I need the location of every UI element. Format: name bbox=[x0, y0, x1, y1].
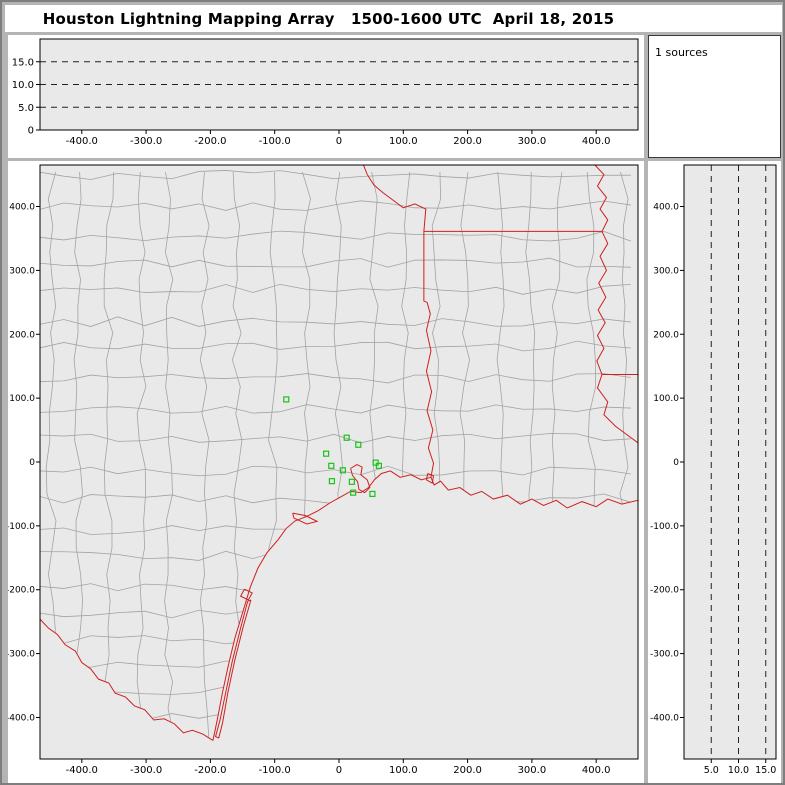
x-tick-label: -200.0 bbox=[194, 765, 226, 776]
y-tick-label: -400.0 bbox=[650, 713, 679, 723]
y-tick-label: -200.0 bbox=[650, 586, 679, 596]
sources-count-label: 1 sources bbox=[655, 46, 708, 59]
county-line bbox=[40, 373, 631, 384]
county-line bbox=[40, 170, 631, 180]
county-line bbox=[164, 171, 175, 741]
altitude-ns-plot[interactable]: 5.0 10.0 15.0 400.0 300.0 200.0 100.0 0 -100.0 -2… bbox=[648, 161, 781, 783]
altitude-tick-label: 0 bbox=[28, 126, 34, 137]
x-tick-label: -200.0 bbox=[194, 136, 226, 147]
county-line bbox=[40, 340, 631, 352]
county-line bbox=[40, 404, 631, 414]
y-tick-label: -100.0 bbox=[8, 522, 35, 532]
state-border-line bbox=[292, 512, 319, 525]
lma-station-marker bbox=[355, 441, 362, 448]
y-tick-label: 100.0 bbox=[9, 394, 35, 404]
plan-view-panel: -400.0 -300.0 -200.0 -100.0 0 100.0 200.0 300.0… bbox=[8, 161, 644, 783]
lma-station-marker bbox=[343, 434, 350, 441]
state-border-line bbox=[350, 463, 371, 494]
y-tick-label: 200.0 bbox=[9, 330, 35, 340]
county-line bbox=[40, 200, 631, 211]
x-tick-label: 300.0 bbox=[518, 136, 547, 147]
y-tick-label: -200.0 bbox=[8, 586, 35, 596]
x-tick-label: 200.0 bbox=[453, 765, 482, 776]
county-line bbox=[40, 433, 631, 444]
x-tick-label: -300.0 bbox=[130, 765, 162, 776]
lma-station-marker bbox=[328, 478, 336, 485]
altitude-tick-label: 10.0 bbox=[12, 80, 34, 91]
plot-area bbox=[684, 165, 776, 759]
lma-station-marker bbox=[372, 459, 379, 466]
state-border-line bbox=[214, 599, 252, 739]
lma-station-marker bbox=[339, 467, 346, 474]
lma-station-marker bbox=[283, 396, 290, 403]
altitude-ew-panel: -400.0 -300.0 -200.0 -100.0 0 100.0 200.0 300.0… bbox=[8, 35, 644, 158]
y-tick-label: 200.0 bbox=[653, 330, 679, 340]
x-tick-label: -300.0 bbox=[130, 136, 162, 147]
lma-station-marker bbox=[369, 490, 376, 498]
x-tick-label: 200.0 bbox=[453, 136, 482, 147]
state-border-line bbox=[362, 164, 427, 232]
y-tick-label: 400.0 bbox=[9, 203, 35, 213]
state-border-line bbox=[594, 164, 639, 444]
x-tick-label: -400.0 bbox=[66, 136, 98, 147]
altitude-tick-label: 10.0 bbox=[728, 765, 749, 776]
state-border-line bbox=[239, 588, 253, 601]
state-border-line bbox=[39, 618, 214, 741]
y-tick-label: 300.0 bbox=[653, 266, 679, 276]
lma-station-marker bbox=[328, 462, 335, 469]
x-tick-label: -400.0 bbox=[66, 765, 98, 776]
y-tick-label: 100.0 bbox=[653, 394, 679, 404]
plan-view-plot[interactable]: -400.0 -300.0 -200.0 -100.0 0 100.0 200.0 300.0… bbox=[8, 161, 644, 783]
title-bar: Houston Lightning Mapping Array 1500-160… bbox=[5, 5, 782, 32]
lma-station-marker bbox=[348, 478, 355, 485]
x-tick-label: 0 bbox=[336, 765, 342, 776]
y-tick-label: 300.0 bbox=[9, 266, 35, 276]
state-border-line bbox=[423, 231, 435, 478]
y-tick-label: -100.0 bbox=[650, 522, 679, 532]
county-line bbox=[40, 316, 631, 327]
y-tick-label: -400.0 bbox=[8, 713, 35, 723]
altitude-tick-label: 15.0 bbox=[755, 765, 776, 776]
altitude-tick-label: 5.0 bbox=[18, 103, 34, 114]
county-line bbox=[199, 171, 210, 741]
altitude-ns-panel: 5.0 10.0 15.0 400.0 300.0 200.0 100.0 0 -100.0 -2… bbox=[648, 161, 781, 783]
x-tick-label: 300.0 bbox=[518, 765, 547, 776]
sources-count-panel: 1 sources bbox=[648, 35, 781, 158]
county-line bbox=[40, 283, 631, 295]
county-line bbox=[40, 465, 631, 477]
county-line bbox=[136, 171, 147, 741]
lma-station-marker bbox=[350, 489, 357, 496]
state-border-line bbox=[425, 473, 435, 484]
x-tick-label: -100.0 bbox=[259, 136, 291, 147]
y-tick-label: 0 bbox=[29, 458, 35, 468]
x-tick-label: -100.0 bbox=[259, 765, 291, 776]
y-tick-label: 400.0 bbox=[653, 203, 679, 213]
county-line bbox=[40, 257, 631, 268]
y-tick-label: -300.0 bbox=[8, 650, 35, 660]
plot-area bbox=[40, 165, 638, 759]
y-tick-label: -300.0 bbox=[650, 650, 679, 660]
x-tick-label: 100.0 bbox=[389, 765, 418, 776]
x-tick-label: 0 bbox=[336, 136, 342, 147]
plot-title: Houston Lightning Mapping Array 1500-160… bbox=[42, 9, 615, 28]
x-tick-label: 400.0 bbox=[582, 136, 611, 147]
y-tick-label: 0 bbox=[673, 458, 679, 468]
county-line bbox=[40, 230, 632, 242]
lma-station-marker bbox=[375, 462, 382, 469]
altitude-ew-plot[interactable]: -400.0 -300.0 -200.0 -100.0 0 100.0 200.0 300.0… bbox=[8, 35, 644, 158]
x-tick-label: 100.0 bbox=[389, 136, 418, 147]
altitude-tick-label: 15.0 bbox=[12, 57, 34, 68]
altitude-tick-label: 5.0 bbox=[704, 765, 719, 776]
state-border-line bbox=[212, 470, 639, 741]
x-tick-label: 400.0 bbox=[582, 765, 611, 776]
lma-station-marker bbox=[323, 450, 330, 457]
